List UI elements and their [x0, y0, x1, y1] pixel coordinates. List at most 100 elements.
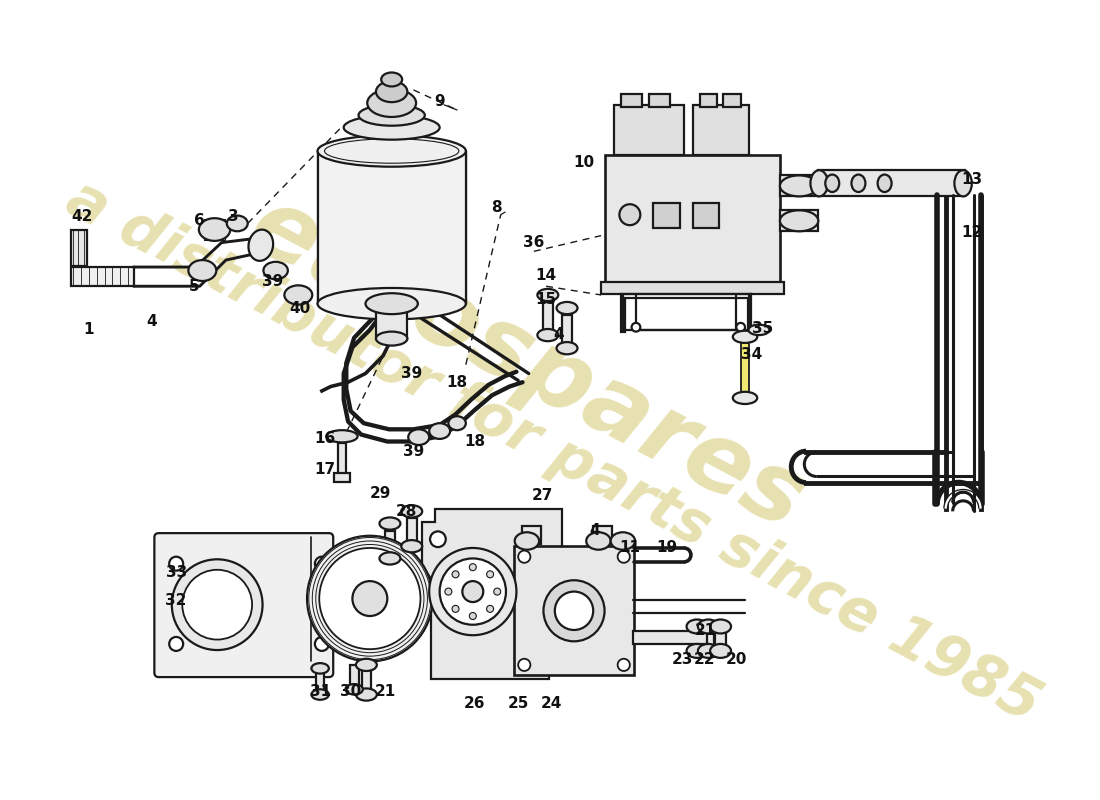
Bar: [614, 105, 684, 155]
Circle shape: [307, 536, 432, 662]
Ellipse shape: [780, 210, 818, 231]
Ellipse shape: [538, 329, 559, 341]
Text: 40: 40: [289, 301, 310, 315]
Text: 27: 27: [532, 488, 553, 503]
Circle shape: [315, 557, 329, 570]
Ellipse shape: [379, 552, 400, 565]
Text: 42: 42: [72, 209, 92, 224]
Ellipse shape: [449, 416, 465, 430]
Ellipse shape: [408, 430, 429, 445]
Polygon shape: [318, 151, 465, 304]
Bar: [542, 302, 553, 335]
Ellipse shape: [825, 174, 839, 192]
Ellipse shape: [402, 540, 422, 552]
Circle shape: [319, 548, 420, 649]
Text: 21: 21: [695, 623, 716, 638]
Text: 4: 4: [146, 314, 157, 329]
Ellipse shape: [188, 260, 217, 281]
Text: 26: 26: [464, 696, 485, 710]
Ellipse shape: [697, 619, 718, 634]
Circle shape: [518, 550, 530, 562]
Ellipse shape: [711, 644, 732, 658]
Ellipse shape: [199, 218, 230, 241]
FancyBboxPatch shape: [154, 533, 333, 677]
Ellipse shape: [227, 215, 248, 231]
Text: 23: 23: [671, 652, 693, 667]
Ellipse shape: [748, 325, 769, 335]
Circle shape: [619, 204, 640, 225]
Bar: [205, 219, 225, 240]
Text: 39: 39: [403, 445, 425, 459]
Text: 25: 25: [507, 696, 529, 710]
Circle shape: [429, 548, 516, 635]
Bar: [605, 155, 780, 282]
Text: 12: 12: [961, 225, 982, 240]
Ellipse shape: [586, 532, 611, 550]
Bar: [621, 94, 642, 106]
Text: 28: 28: [396, 504, 417, 519]
Bar: [649, 94, 670, 106]
Ellipse shape: [345, 684, 363, 694]
Ellipse shape: [811, 170, 828, 196]
Text: 17: 17: [314, 462, 336, 477]
Circle shape: [430, 531, 446, 547]
Ellipse shape: [851, 174, 866, 192]
Text: 16: 16: [314, 431, 336, 446]
Circle shape: [486, 606, 494, 612]
Bar: [715, 626, 726, 653]
Bar: [514, 546, 635, 675]
Ellipse shape: [379, 518, 400, 530]
Bar: [693, 105, 749, 155]
Bar: [338, 443, 346, 474]
Text: 1: 1: [84, 322, 95, 338]
Circle shape: [440, 558, 506, 625]
Text: a distributor for parts since 1985: a distributor for parts since 1985: [57, 170, 1049, 734]
Text: 8: 8: [491, 200, 502, 215]
Ellipse shape: [878, 174, 892, 192]
Circle shape: [617, 550, 630, 562]
Bar: [703, 626, 714, 653]
Ellipse shape: [538, 289, 559, 301]
Text: 14: 14: [536, 268, 557, 283]
Bar: [407, 518, 417, 546]
Circle shape: [444, 588, 452, 595]
Ellipse shape: [402, 506, 422, 518]
Bar: [376, 313, 407, 338]
Circle shape: [554, 591, 593, 630]
Ellipse shape: [263, 262, 288, 279]
Circle shape: [315, 637, 329, 651]
Bar: [385, 530, 395, 558]
Bar: [316, 668, 324, 694]
Ellipse shape: [557, 342, 578, 354]
Text: 13: 13: [961, 172, 982, 187]
Text: 33: 33: [166, 565, 187, 580]
Circle shape: [470, 613, 476, 619]
Circle shape: [169, 637, 184, 651]
Ellipse shape: [356, 658, 377, 671]
Ellipse shape: [697, 644, 718, 658]
Ellipse shape: [376, 82, 407, 102]
Bar: [350, 665, 359, 690]
Polygon shape: [946, 198, 980, 509]
Text: 19: 19: [656, 541, 678, 555]
Text: 18: 18: [447, 374, 468, 390]
Bar: [634, 631, 707, 644]
Text: 31: 31: [310, 685, 331, 699]
Ellipse shape: [780, 175, 818, 196]
Circle shape: [352, 581, 387, 616]
Ellipse shape: [318, 135, 465, 166]
Circle shape: [452, 571, 459, 578]
Ellipse shape: [557, 302, 578, 314]
Text: 39: 39: [402, 366, 422, 381]
Bar: [723, 94, 740, 106]
Ellipse shape: [365, 294, 418, 314]
Ellipse shape: [733, 392, 757, 404]
Text: 15: 15: [536, 292, 557, 307]
Circle shape: [169, 557, 184, 570]
Text: 11: 11: [619, 541, 640, 555]
Text: 4: 4: [590, 523, 601, 538]
Ellipse shape: [733, 330, 757, 343]
Bar: [521, 526, 541, 544]
Ellipse shape: [382, 73, 403, 86]
Text: 5: 5: [188, 278, 199, 294]
